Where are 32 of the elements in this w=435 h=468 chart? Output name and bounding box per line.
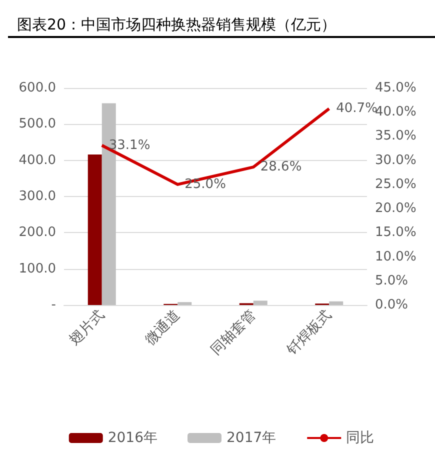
y2-tick-label: 35.0% (375, 128, 416, 144)
x-tick-label: 微通道 (142, 307, 184, 348)
legend-label: 同比 (346, 430, 374, 446)
x-tick-label: 同轴套管 (208, 307, 260, 358)
y2-tick-label: 30.0% (375, 152, 416, 168)
y2-tick-label: 25.0% (375, 176, 416, 192)
y-tick-label: 400.0 (18, 152, 56, 168)
bar (253, 300, 268, 305)
legend-label: 2016年 (108, 430, 158, 446)
legend-label: 2017年 (226, 430, 276, 446)
chart-title: 图表20：中国市场四种换热器销售规模（亿元） (17, 16, 336, 34)
y2-tick-label: 0.0% (375, 298, 408, 312)
y-tick-label: 100.0 (18, 261, 56, 276)
bar (178, 302, 192, 305)
y-tick-label: 500.0 (18, 116, 56, 132)
y2-tick-label: 40.0% (375, 104, 416, 120)
data-label: 25.0% (184, 176, 226, 192)
y2-tick-label: 45.0% (375, 80, 416, 96)
y-tick-label: 600.0 (18, 80, 56, 96)
data-label: 33.1% (108, 138, 150, 153)
y2-tick-label: 20.0% (375, 201, 416, 216)
bar (88, 154, 102, 305)
data-label: 28.6% (260, 160, 302, 175)
y2-tick-label: 10.0% (375, 249, 416, 264)
x-tick-label: 钎焊板式 (283, 307, 335, 359)
y2-tick-label: 15.0% (375, 225, 416, 240)
y-tick-label: 200.0 (18, 225, 56, 240)
x-tick-label: 翅片式 (66, 307, 108, 348)
y2-tick-label: 5.0% (375, 273, 408, 288)
y-tick-label: 300.0 (18, 189, 56, 204)
bar (329, 301, 344, 305)
y-tick-label: - (51, 298, 56, 312)
